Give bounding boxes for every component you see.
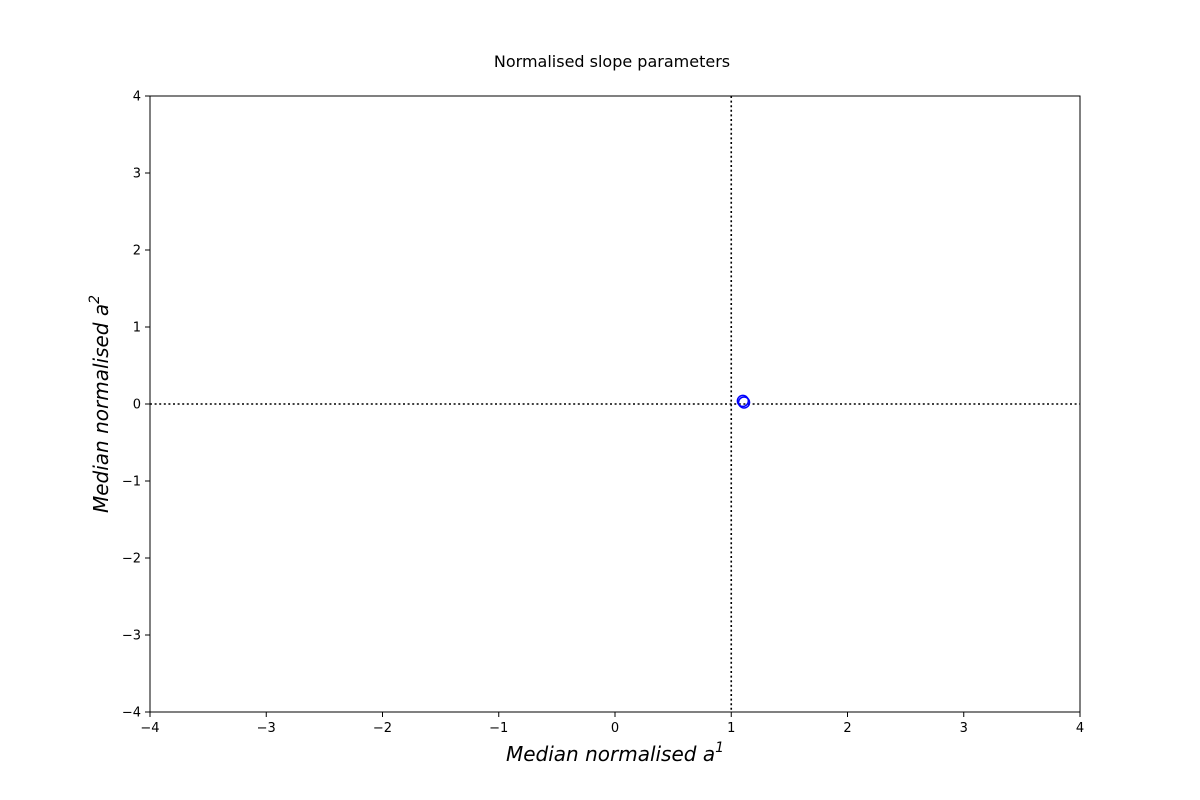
y-tick-label: 1 [133, 321, 141, 336]
y-tick-label: −2 [122, 552, 141, 567]
x-axis-label: Median normalised a1 [506, 740, 724, 766]
x-tick-label: 1 [727, 721, 735, 736]
plot-area: −4 −3 −2 −1 0 1 2 3 4 −4 −3 −2 −1 0 1 2 3 4 [122, 90, 1084, 737]
y-axis-label-superscript: 2 [87, 295, 103, 304]
x-tick-label: 3 [960, 721, 968, 736]
y-axis-label-text: Median normalised a [89, 304, 113, 513]
y-tick-label: −1 [122, 475, 141, 490]
x-tick-label: −4 [140, 721, 159, 736]
x-tick-label: 4 [1076, 721, 1084, 736]
x-axis-label-text: Median normalised a [506, 742, 715, 766]
x-axis-label-superscript: 1 [715, 740, 724, 756]
data-point [737, 396, 751, 409]
x-tick-label: −2 [373, 721, 392, 736]
y-axis-label: Median normalised a2 [87, 295, 113, 513]
data-point [736, 394, 750, 408]
y-tick-label: 4 [133, 90, 141, 105]
x-tick-label: 2 [843, 721, 851, 736]
y-tick-label: −4 [122, 706, 141, 721]
y-tick-label: 0 [133, 398, 141, 413]
x-tick-label: −1 [489, 721, 508, 736]
y-tick-label: 3 [133, 167, 141, 182]
x-tick-label: 0 [611, 721, 619, 736]
x-tick-label: −3 [257, 721, 276, 736]
plot-frame [149, 95, 1081, 713]
chart-title: Normalised slope parameters [494, 52, 730, 71]
y-tick-label: 2 [133, 244, 141, 259]
y-tick-label: −3 [122, 629, 141, 644]
